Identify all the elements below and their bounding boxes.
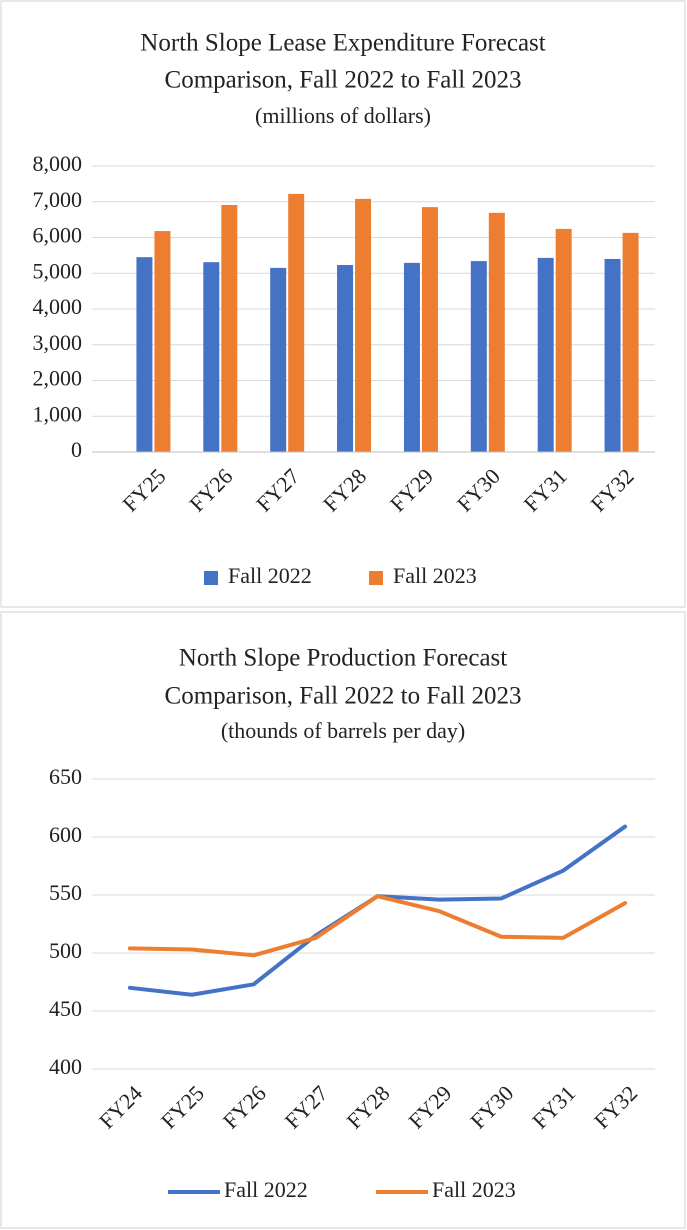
bar [421, 207, 438, 452]
bar [288, 193, 305, 452]
y-tick-label: 1,000 [33, 401, 83, 426]
line [127, 894, 628, 958]
bar [470, 261, 487, 452]
y-tick-label: 4,000 [33, 294, 83, 319]
bar [136, 257, 153, 452]
y-tick-label: 6,000 [33, 223, 83, 248]
y-tick-label: 5,000 [33, 258, 83, 283]
bar [622, 232, 639, 452]
y-tick-label: 600 [49, 822, 82, 847]
bar [337, 265, 354, 452]
y-tick-label: 550 [49, 880, 82, 905]
bar [154, 231, 171, 452]
bar [203, 262, 220, 452]
chart-subtitle: (millions of dollars) [255, 103, 431, 128]
y-tick-label: 400 [49, 1054, 82, 1079]
y-tick-label: 500 [49, 938, 82, 963]
chart-subtitle: (thounds of barrels per day) [221, 718, 465, 743]
y-tick-label: 7,000 [33, 187, 83, 212]
y-tick-label: 2,000 [33, 366, 83, 391]
bar [555, 228, 572, 452]
y-tick-label: 8,000 [33, 151, 83, 176]
legend-swatch [369, 571, 383, 585]
y-tick-label: 0 [71, 437, 82, 462]
bar [537, 257, 554, 452]
chart-title: Comparison, Fall 2022 to Fall 2023 [165, 683, 522, 710]
legend-label: Fall 2023 [393, 563, 477, 588]
bar [403, 262, 420, 452]
bar [221, 204, 238, 452]
legend-swatch [204, 571, 218, 585]
y-tick-label: 650 [49, 764, 82, 789]
bar [604, 258, 621, 452]
bar [270, 267, 287, 452]
y-tick-label: 3,000 [33, 330, 83, 355]
y-tick-label: 450 [49, 996, 82, 1021]
legend-label: Fall 2022 [228, 563, 312, 588]
legend-label: Fall 2022 [224, 1177, 308, 1202]
bar [355, 198, 372, 452]
legend-label: Fall 2023 [432, 1177, 516, 1202]
chart-title: Comparison, Fall 2022 to Fall 2023 [165, 67, 522, 94]
bar [488, 212, 505, 452]
chart-title: North Slope Production Forecast [179, 645, 507, 672]
chart-title: North Slope Lease Expenditure Forecast [140, 30, 545, 57]
